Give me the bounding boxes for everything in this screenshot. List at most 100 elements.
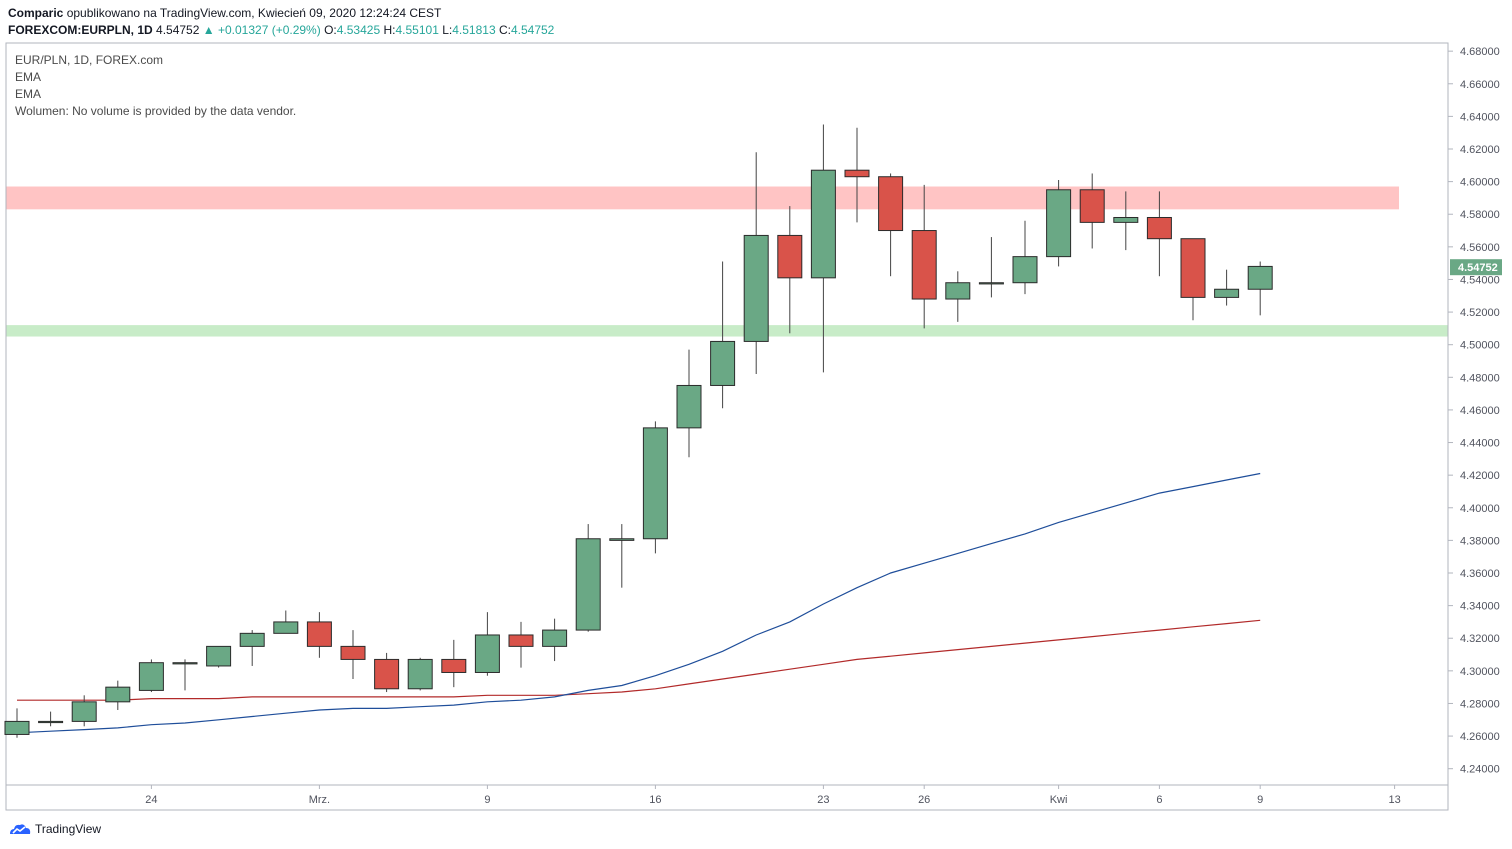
candle-body [474, 634, 500, 673]
price-tick-label: 4.54000 [1460, 274, 1500, 286]
candle [340, 630, 366, 679]
publish-info: opublikowano na TradingView.com, Kwiecie… [66, 6, 442, 20]
ohlc-line: FOREXCOM:EURPLN, 1D 4.54752 ▲ +0.01327 (… [8, 23, 554, 37]
time-tick-label: 16 [649, 794, 661, 806]
publish-line: Comparic opublikowano na TradingView.com… [8, 6, 441, 20]
time-tick-label: 24 [145, 794, 157, 806]
price-tick-label: 4.44000 [1460, 438, 1500, 450]
candle-body [273, 621, 299, 634]
candle [1180, 238, 1206, 321]
candle-body [676, 384, 702, 429]
low-label: L: [442, 23, 453, 37]
candles-layer [4, 124, 1273, 738]
price-tick-label: 4.68000 [1460, 46, 1500, 58]
high-label: H: [383, 23, 396, 37]
candle [4, 708, 30, 738]
resistance-zone [6, 186, 1399, 210]
candle [1214, 269, 1240, 306]
price-tick-label: 4.50000 [1460, 340, 1500, 352]
price-tick-label: 4.62000 [1460, 144, 1500, 156]
candle [1012, 220, 1038, 295]
candle [273, 610, 299, 634]
legend-ema-1[interactable]: EMA [15, 70, 42, 84]
candle-body [609, 538, 635, 541]
price-tick-label: 4.56000 [1460, 242, 1500, 254]
time-tick-label: 9 [484, 794, 490, 806]
candle [374, 652, 400, 693]
candle-body [172, 662, 198, 665]
close-label: C: [498, 23, 511, 37]
tradingview-logo[interactable]: TradingView [8, 822, 101, 836]
candle [306, 612, 332, 658]
time-tick-label: 26 [918, 794, 930, 806]
price-tick-label: 4.66000 [1460, 79, 1500, 91]
candle-body [1012, 256, 1038, 284]
candle-body [1046, 189, 1072, 258]
price-tick-label: 4.64000 [1460, 111, 1500, 123]
legend-volume: Wolumen: No volume is provided by the da… [15, 104, 297, 118]
open-value: 4.53425 [336, 23, 381, 37]
price-tick-label: 4.60000 [1460, 177, 1500, 189]
ema-slow-line [17, 619, 1261, 701]
candle-body [911, 230, 937, 300]
candle-body [1113, 216, 1139, 223]
candle [911, 184, 937, 329]
close-value: 4.54752 [510, 23, 555, 37]
last-price-label: 4.54752 [1458, 262, 1498, 274]
candle-body [407, 658, 433, 690]
axes-layer: 4.24000 4.26000 4.28000 4.30000 4.32000 4.340… [145, 46, 1502, 806]
candle [1046, 179, 1072, 267]
candle-body [978, 282, 1004, 285]
candle [978, 237, 1004, 298]
price-tick-label: 4.32000 [1460, 633, 1500, 645]
candle [441, 639, 467, 688]
candle-body [642, 427, 668, 540]
price-tick-label: 4.46000 [1460, 405, 1500, 417]
candle [743, 152, 769, 375]
open-label: O: [324, 23, 337, 37]
candle [105, 680, 131, 710]
candle [575, 524, 601, 632]
candle-body [777, 234, 803, 279]
price-tick-label: 4.42000 [1460, 470, 1500, 482]
candle-body [1214, 288, 1240, 298]
candle [71, 695, 97, 727]
candle [206, 645, 232, 668]
high-value: 4.55101 [395, 23, 439, 37]
candle [1247, 261, 1273, 316]
support-zone [6, 325, 1448, 337]
time-tick-label: 6 [1156, 794, 1162, 806]
candle-body [38, 720, 64, 724]
candle-body [105, 686, 131, 703]
candle [609, 524, 635, 588]
candle [1113, 191, 1139, 251]
candle [407, 657, 433, 691]
candle-body [1247, 265, 1273, 290]
price-tick-label: 4.38000 [1460, 535, 1500, 547]
candle-body [575, 538, 601, 631]
candle [878, 173, 904, 277]
candle [810, 124, 836, 373]
candle-body [542, 629, 568, 647]
candle [710, 261, 736, 409]
last-price: 4.54752 [156, 23, 200, 37]
zones-layer [6, 186, 1448, 337]
candle-body [1079, 189, 1105, 223]
candle [1146, 191, 1172, 277]
time-tick-label: Mrz. [309, 794, 330, 806]
price-tick-label: 4.30000 [1460, 666, 1500, 678]
legend-ema-2[interactable]: EMA [15, 87, 42, 101]
candle [38, 711, 64, 727]
price-tick-label: 4.40000 [1460, 503, 1500, 515]
candle [542, 618, 568, 662]
candle-body [239, 632, 265, 647]
price-tick-label: 4.28000 [1460, 698, 1500, 710]
symbol-label: FOREXCOM:EURPLN, 1D [8, 23, 153, 37]
candle [844, 127, 870, 223]
candle [642, 421, 668, 554]
price-tick-label: 4.24000 [1460, 764, 1500, 776]
time-tick-label: 23 [817, 794, 829, 806]
candle-body [878, 176, 904, 232]
candle-body [138, 662, 164, 691]
